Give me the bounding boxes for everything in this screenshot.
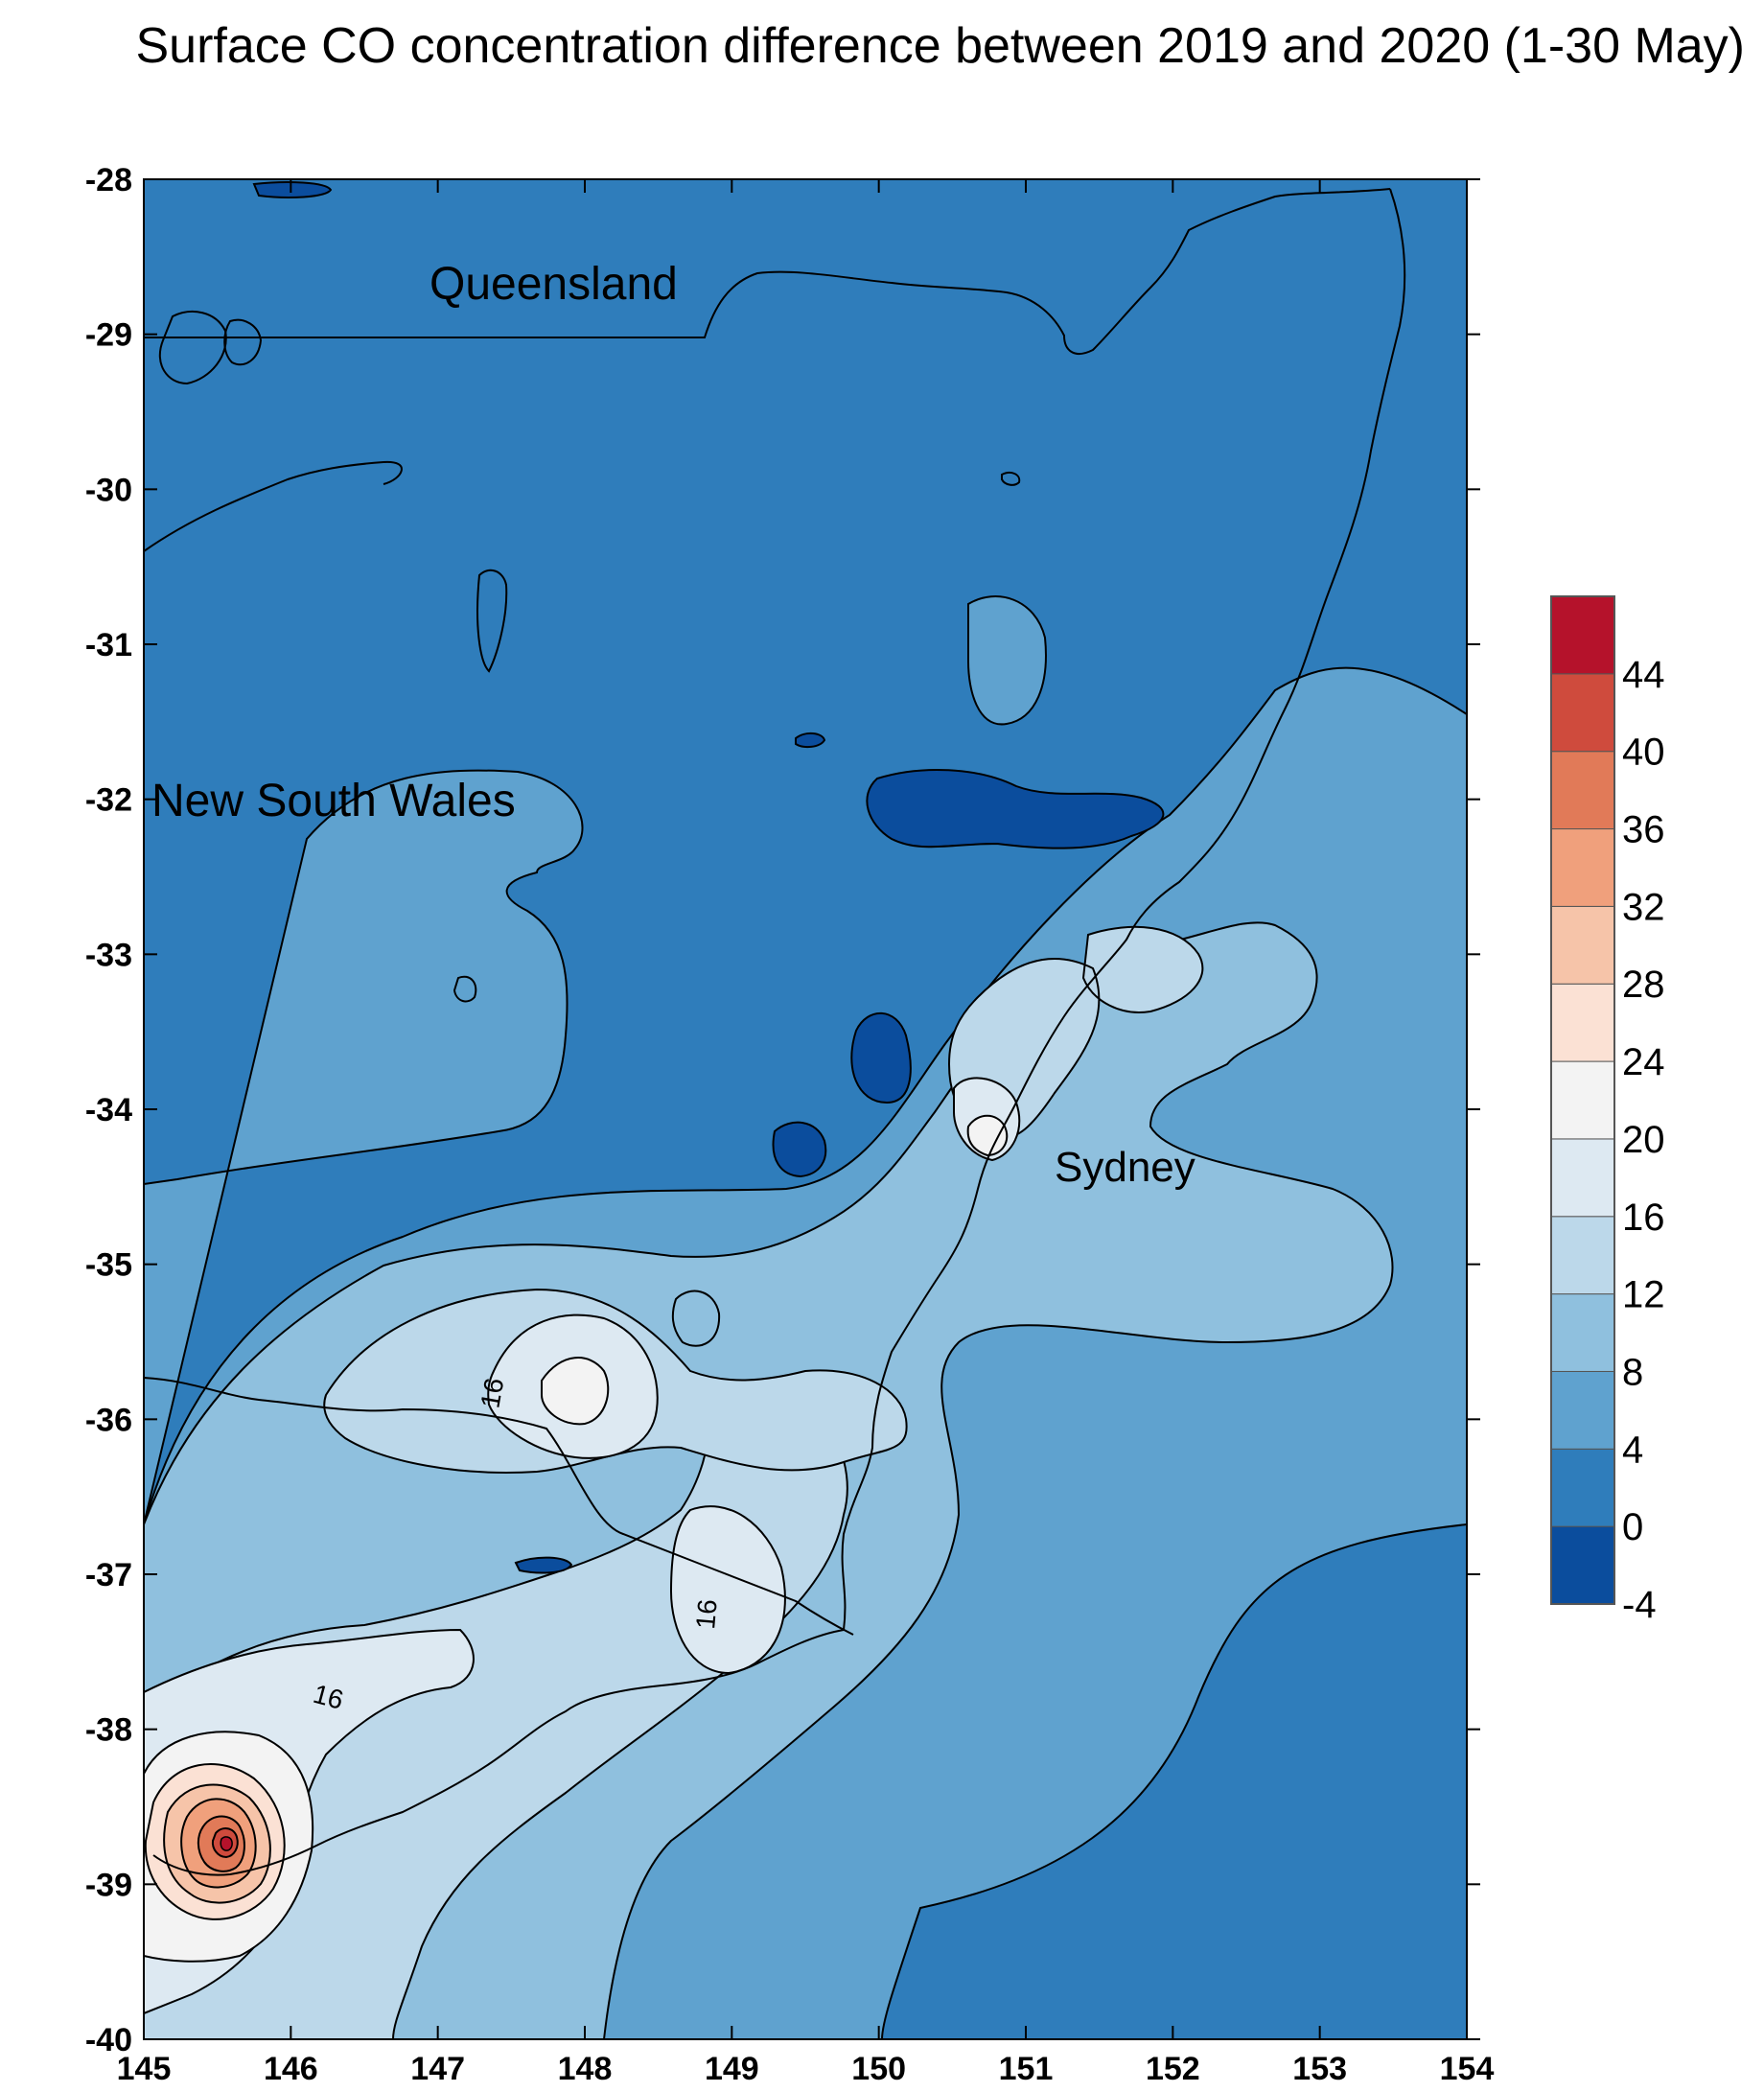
place-labels: Queensland New South Wales Sydney (151, 259, 1195, 1191)
lake-3 (476, 569, 508, 673)
axis-ticks: 145 146 147 148 149 150 151 152 153 154 -28 -29 -30 -… (85, 162, 1495, 2087)
contour-label-16-east: 16 (690, 1598, 723, 1631)
lake-2 (223, 318, 263, 366)
colorbar-label: 24 (1622, 1041, 1665, 1083)
band-44-plus (220, 1836, 233, 1851)
lake-6 (453, 975, 477, 1003)
vic-nsw-border (144, 1377, 854, 1636)
colorbar-swatch (1550, 905, 1615, 985)
y-tick-label: -39 (85, 1867, 132, 1903)
colorbar-label: 32 (1622, 886, 1665, 928)
x-tick-label: 146 (264, 2051, 318, 2087)
colorbar-swatch (1550, 983, 1615, 1062)
x-tick-label: 150 (851, 2051, 906, 2087)
contour-field (144, 179, 1467, 2039)
colorbar-label: 8 (1622, 1351, 1643, 1393)
y-tick-label: -32 (85, 782, 132, 819)
nsw-east-coast (841, 188, 1406, 1631)
x-tick-label: 153 (1292, 2051, 1347, 2087)
lake-4 (144, 460, 403, 552)
lake-5 (671, 1290, 721, 1347)
x-tick-label: 147 (410, 2051, 465, 2087)
place-label-queensland: Queensland (429, 259, 678, 310)
x-tick-label: 154 (1440, 2051, 1495, 2087)
colorbar-label: 40 (1622, 732, 1665, 774)
colorbar-swatch (1550, 1370, 1615, 1450)
band-neg4-0 (252, 181, 1165, 1574)
colorbar-swatch (1550, 673, 1615, 753)
y-tick-label: -40 (85, 2022, 132, 2058)
colorbar-swatch (1550, 1448, 1615, 1527)
colorbar-label: 44 (1622, 654, 1665, 696)
y-tick-label: -33 (85, 937, 132, 973)
colorbar-label: 4 (1622, 1429, 1643, 1471)
y-tick-label: -34 (85, 1092, 132, 1128)
colorbar-swatch (1550, 1525, 1615, 1605)
colorbar-label: 20 (1622, 1119, 1665, 1161)
colorbar-swatch (1550, 1293, 1615, 1372)
x-tick-label: 152 (1146, 2051, 1200, 2087)
colorbar-swatch (1550, 751, 1615, 830)
colorbar-swatch (1550, 1216, 1615, 1295)
colorbar: -4 0 4 8 12 16 20 24 28 32 36 40 44 (1550, 595, 1665, 1626)
x-tick-label: 149 (705, 2051, 759, 2087)
colorbar-frame (1550, 595, 1615, 1605)
colorbar-swatch (1550, 595, 1615, 675)
colorbar-label: 16 (1622, 1197, 1665, 1239)
y-tick-label: -31 (85, 627, 132, 663)
colorbar-label: 28 (1622, 964, 1665, 1006)
lake-7 (1001, 472, 1021, 486)
y-tick-label: -29 (85, 317, 132, 354)
y-tick-label: -36 (85, 1402, 132, 1438)
band-12-16-east (947, 925, 1204, 1140)
coastline (144, 188, 1406, 1876)
place-label-new-south-wales: New South Wales (151, 776, 516, 826)
contour-labels: 16 16 16 (310, 1376, 722, 1715)
victoria-south-coast (152, 1629, 845, 1876)
colorbar-label: 36 (1622, 809, 1665, 851)
y-tick-label: -38 (85, 1712, 132, 1749)
lake-1 (158, 311, 227, 385)
colorbar-swatch (1550, 1138, 1615, 1218)
place-label-sydney: Sydney (1055, 1144, 1195, 1191)
colorbar-swatch (1550, 1060, 1615, 1140)
x-tick-label: 148 (558, 2051, 613, 2087)
contour-label-16-central: 16 (475, 1376, 509, 1410)
y-tick-label: -35 (85, 1247, 132, 1284)
map-title: Surface CO concentration difference betw… (135, 18, 1745, 74)
x-tick-label: 145 (117, 2051, 172, 2087)
queensland-border (144, 188, 1391, 355)
colorbar-label: 12 (1622, 1274, 1665, 1316)
colorbar-label: 0 (1622, 1506, 1643, 1548)
y-tick-label: -37 (85, 1557, 132, 1593)
colorbar-swatch (1550, 828, 1615, 907)
y-tick-label: -28 (85, 162, 132, 198)
y-tick-label: -30 (85, 472, 132, 508)
x-tick-label: 151 (999, 2051, 1054, 2087)
colorbar-label: -4 (1622, 1584, 1657, 1626)
